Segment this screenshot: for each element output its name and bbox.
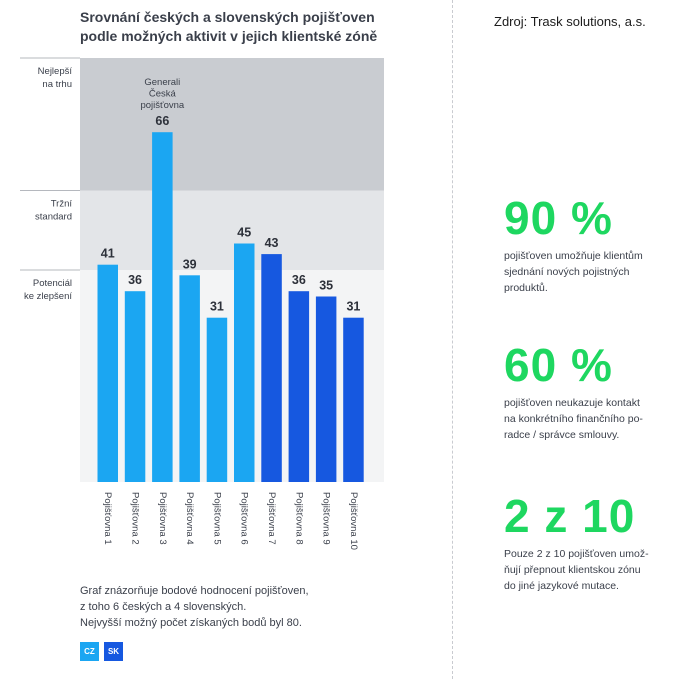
stat-block-3: 2 z 10 Pouze 2 z 10 pojišťoven umož- ňuj… — [504, 490, 669, 594]
data-label: 36 — [292, 273, 306, 287]
data-label: 43 — [265, 236, 279, 250]
bar — [234, 243, 255, 482]
source-label: Zdroj: Trask solutions, a.s. — [494, 14, 646, 29]
band-label: Tržní — [51, 199, 73, 210]
stat-block-2: 60 % pojišťoven neukazuje kontakt na kon… — [504, 339, 669, 443]
stat-desc-1-line: produktů. — [504, 282, 548, 294]
data-label: 66 — [155, 114, 169, 128]
bar — [206, 317, 228, 482]
chart-title-line-2: podle možných aktivit v jejich klientské… — [80, 28, 378, 44]
bar — [315, 296, 337, 482]
column-divider — [452, 0, 453, 679]
category-label: Pojišťovna 6 — [239, 492, 250, 545]
legend-cz: CZ — [80, 642, 99, 661]
stat-value-3: 2 z 10 — [504, 490, 636, 542]
bar — [97, 264, 118, 482]
data-label: 36 — [128, 273, 142, 287]
stat-desc-1-line: sjednání nových pojistných — [504, 266, 630, 278]
bar-annotation: Generali — [144, 77, 180, 88]
chart-note: Graf znázorňuje bodové hodnocení pojišťo… — [80, 583, 380, 631]
stat-desc-3-line: Pouze 2 z 10 pojišťoven umož- — [504, 548, 649, 560]
data-label: 31 — [346, 300, 360, 314]
bar-chart: Nejlepší na trhu Tržní standard Potenciál ke … — [20, 57, 384, 550]
chart-note-line-3: Nejvyšší možný počet získaných bodů byl … — [80, 617, 302, 629]
chart-title: Srovnání českých a slovenských pojišťove… — [80, 8, 410, 46]
bar — [261, 254, 282, 482]
bar — [288, 291, 310, 482]
band-label: ke zlepšení — [24, 291, 72, 302]
category-label: Pojišťovna 2 — [130, 492, 141, 545]
stat-desc-2: pojišťoven neukazuje kontakt na konkrétn… — [504, 395, 669, 443]
category-label: Pojišťovna 7 — [266, 492, 277, 545]
stat-value-2: 60 % — [504, 339, 613, 391]
stat-desc-2-line: na konkrétního finančního po- — [504, 413, 643, 425]
stat-value-1: 90 % — [504, 192, 613, 244]
stat-desc-3: Pouze 2 z 10 pojišťoven umož- ňují přepn… — [504, 546, 669, 594]
chart-title-line-1: Srovnání českých a slovenských pojišťove… — [80, 9, 375, 25]
data-label: 39 — [183, 257, 197, 271]
bar-annotation: Česká — [149, 89, 177, 100]
stat-block-1: 90 % pojišťoven umožňuje klientům sjedná… — [504, 192, 669, 296]
data-label: 31 — [210, 300, 224, 314]
band-label: na trhu — [42, 79, 72, 90]
legend-sk: SK — [104, 642, 123, 661]
legend: CZ SK — [80, 642, 123, 661]
band-label: Nejlepší — [38, 66, 73, 77]
stat-desc-3-line: ňují přepnout klientskou zónu — [504, 564, 641, 576]
bar — [152, 132, 173, 482]
stat-desc-3-line: do jiné jazykové mutace. — [504, 580, 619, 592]
bar — [124, 291, 146, 482]
band-label: standard — [35, 212, 72, 223]
chart-note-line-2: z toho 6 českých a 4 slovenských. — [80, 601, 247, 613]
band-0 — [80, 58, 384, 191]
data-label: 35 — [319, 279, 333, 293]
stat-desc-2-line: radce / správce smlouvy. — [504, 429, 620, 441]
category-label: Pojišťovna 3 — [157, 492, 168, 545]
stat-desc-1-line: pojišťoven umožňuje klientům — [504, 250, 643, 262]
data-label: 41 — [101, 247, 115, 261]
category-label: Pojišťovna 8 — [293, 492, 304, 545]
stat-desc-2-line: pojišťoven neukazuje kontakt — [504, 397, 640, 409]
band-1 — [80, 190, 384, 270]
chart-note-line-1: Graf znázorňuje bodové hodnocení pojišťo… — [80, 585, 309, 597]
category-label: Pojišťovna 5 — [211, 492, 222, 545]
bar-annotation: pojišťovna — [140, 100, 184, 111]
category-label: Pojišťovna 9 — [321, 492, 332, 545]
bar — [179, 275, 200, 482]
band-label: Potenciál — [33, 278, 72, 289]
category-label: Pojišťovna 10 — [348, 492, 359, 550]
category-label: Pojišťovna 1 — [102, 492, 113, 545]
data-label: 45 — [237, 226, 251, 240]
stat-desc-1: pojišťoven umožňuje klientům sjednání no… — [504, 248, 669, 296]
bar — [343, 317, 364, 482]
category-label: Pojišťovna 4 — [184, 492, 195, 545]
